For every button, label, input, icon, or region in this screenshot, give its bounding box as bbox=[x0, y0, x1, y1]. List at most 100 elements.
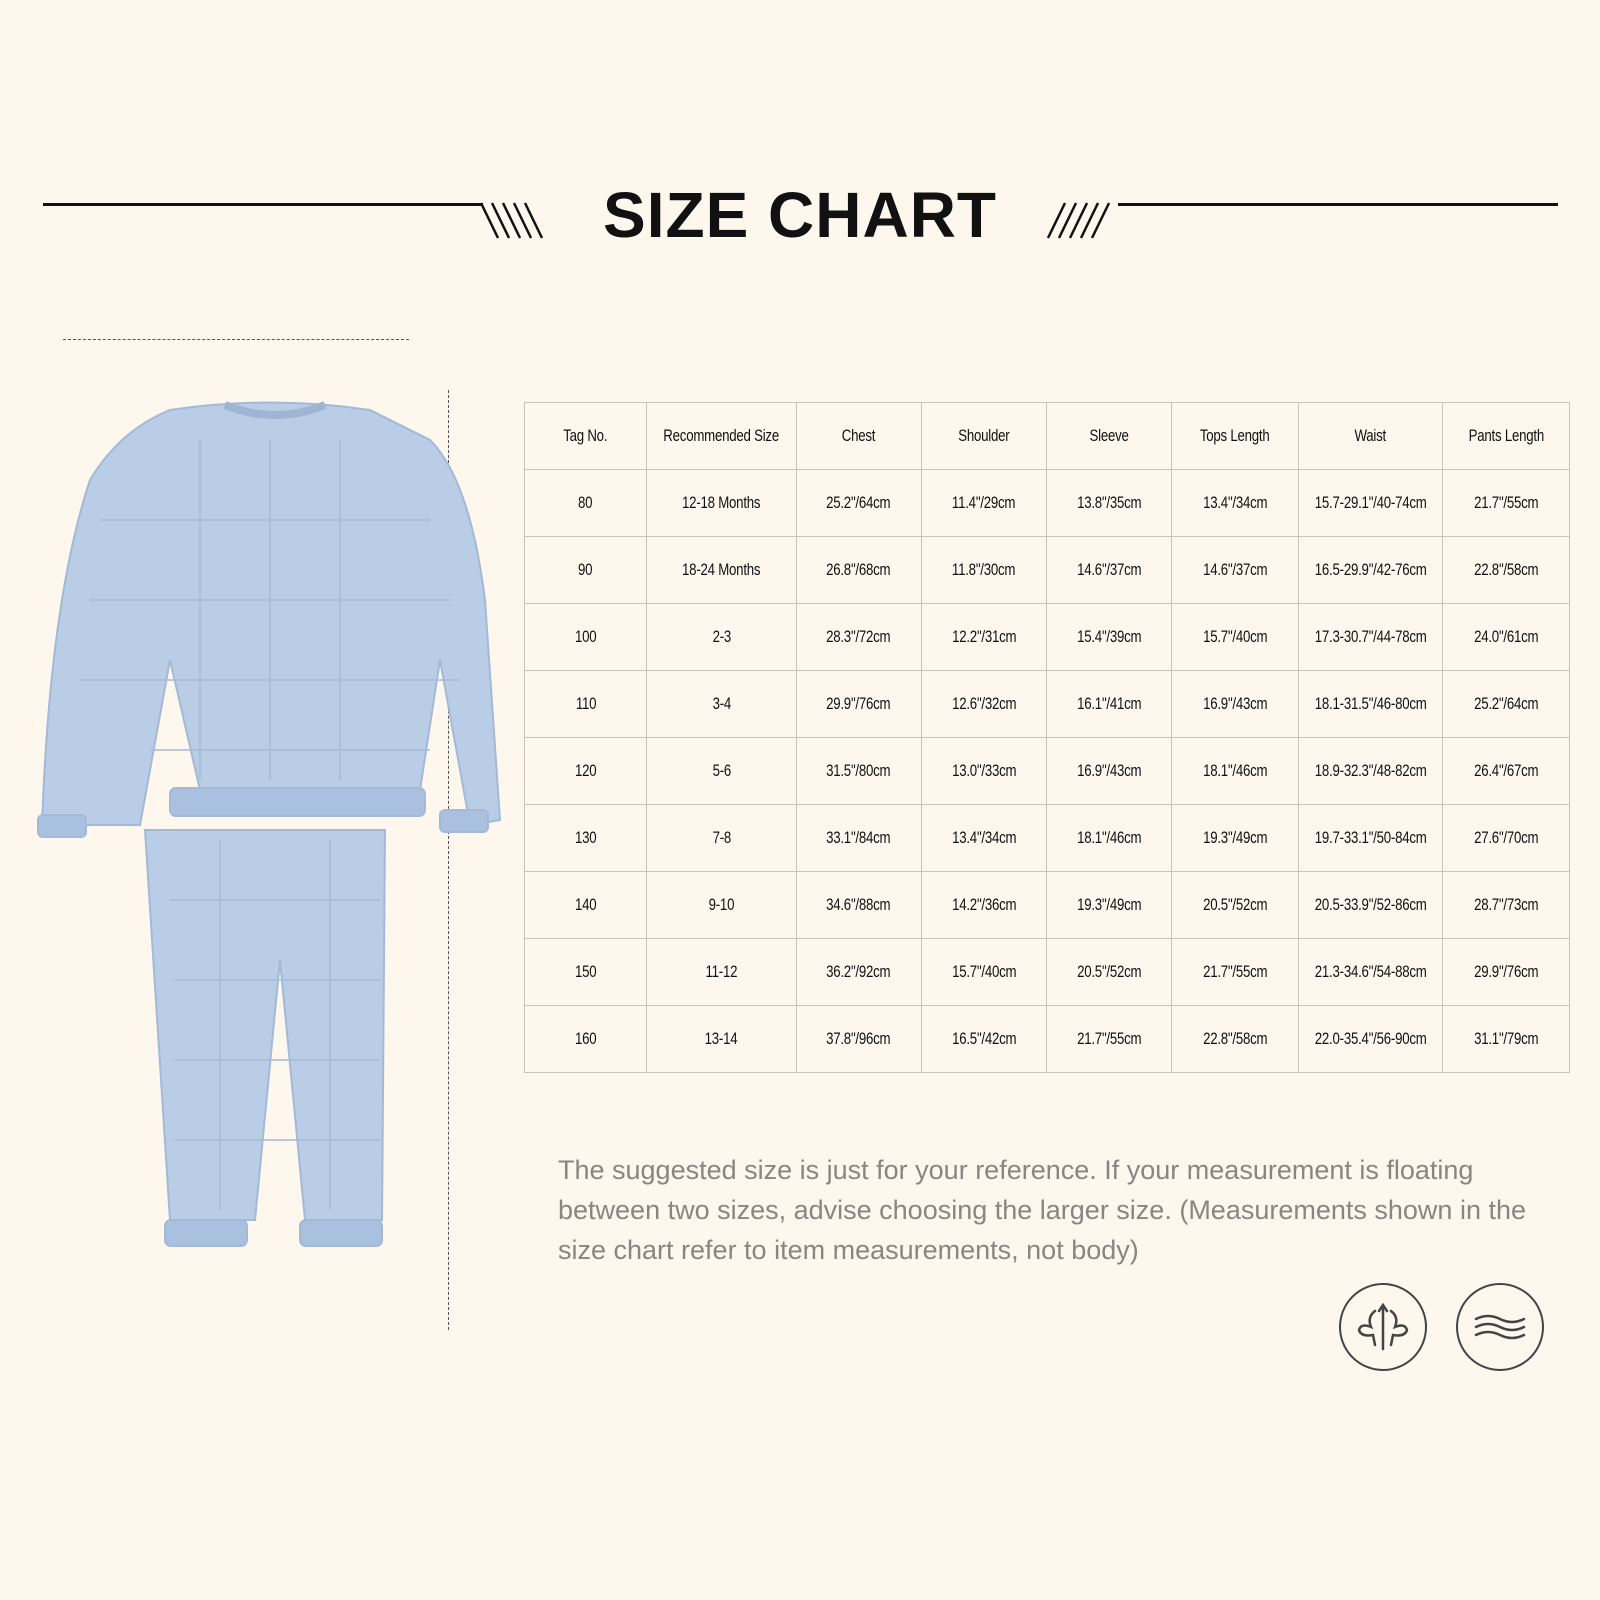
cell-chest: 25.2"/64cm bbox=[795, 469, 922, 537]
table-row: 140 9-10 34.6"/88cm 14.2"/36cm 19.3"/49cm 20.… bbox=[523, 871, 1571, 939]
cell-tops-length: 19.3"/49cm bbox=[1171, 804, 1299, 872]
size-note: The suggested size is just for your refe… bbox=[558, 1155, 1526, 1265]
header-tag-no: Tag No. bbox=[523, 402, 648, 470]
cell-waist: 19.7-33.1"/50-84cm bbox=[1297, 804, 1443, 872]
cell-recommended-size: 5-6 bbox=[646, 737, 797, 805]
cell-sleeve: 14.6"/37cm bbox=[1046, 536, 1173, 604]
header-sleeve: Sleeve bbox=[1046, 402, 1173, 470]
cell-tops-length: 15.7"/40cm bbox=[1171, 603, 1299, 671]
cell-tops-length: 14.6"/37cm bbox=[1171, 536, 1299, 604]
cell-pants-length: 24.0"/61cm bbox=[1441, 603, 1571, 671]
cell-sleeve: 20.5"/52cm bbox=[1046, 938, 1173, 1006]
cell-shoulder: 11.8"/30cm bbox=[920, 536, 1048, 604]
table-row: 160 13-14 37.8"/96cm 16.5"/42cm 21.7"/55cm 22… bbox=[523, 1005, 1571, 1073]
cell-shoulder: 15.7"/40cm bbox=[920, 938, 1048, 1006]
header-tops-length: Tops Length bbox=[1171, 402, 1299, 470]
cell-shoulder: 13.4"/34cm bbox=[920, 804, 1048, 872]
cell-shoulder: 14.2"/36cm bbox=[920, 871, 1048, 939]
cell-pants-length: 29.9"/76cm bbox=[1441, 938, 1571, 1006]
cell-tag-no: 160 bbox=[523, 1005, 648, 1073]
cell-sleeve: 13.8"/35cm bbox=[1046, 469, 1173, 537]
cell-chest: 36.2"/92cm bbox=[795, 938, 922, 1006]
cell-sleeve: 16.1"/41cm bbox=[1046, 670, 1173, 738]
cell-tag-no: 120 bbox=[523, 737, 648, 805]
cell-recommended-size: 12-18 Months bbox=[646, 469, 797, 537]
cell-sleeve: 15.4"/39cm bbox=[1046, 603, 1173, 671]
cell-tag-no: 90 bbox=[523, 536, 648, 604]
cell-chest: 34.6"/88cm bbox=[795, 871, 922, 939]
cell-waist: 22.0-35.4"/56-90cm bbox=[1297, 1005, 1443, 1073]
table-row: 110 3-4 29.9"/76cm 12.6"/32cm 16.1"/41cm 16.9… bbox=[523, 670, 1571, 738]
pajama-set-image bbox=[37, 401, 502, 1247]
cell-waist: 18.9-32.3"/48-82cm bbox=[1297, 737, 1443, 805]
cell-tag-no: 110 bbox=[523, 670, 648, 738]
cell-shoulder: 12.6"/32cm bbox=[920, 670, 1048, 738]
cell-shoulder: 16.5"/42cm bbox=[920, 1005, 1048, 1073]
cell-recommended-size: 18-24 Months bbox=[646, 536, 797, 604]
cell-waist: 17.3-30.7"/44-78cm bbox=[1297, 603, 1443, 671]
table-row: 120 5-6 31.5"/80cm 13.0"/33cm 16.9"/43cm 18.1… bbox=[523, 737, 1571, 805]
cell-tag-no: 150 bbox=[523, 938, 648, 1006]
cell-pants-length: 31.1"/79cm bbox=[1441, 1005, 1571, 1073]
cell-waist: 15.7-29.1"/40-74cm bbox=[1297, 469, 1443, 537]
cell-chest: 31.5"/80cm bbox=[795, 737, 922, 805]
page-title: SIZE CHART bbox=[603, 179, 997, 251]
cell-chest: 33.1"/84cm bbox=[795, 804, 922, 872]
cell-tops-length: 13.4"/34cm bbox=[1171, 469, 1299, 537]
cell-sleeve: 19.3"/49cm bbox=[1046, 871, 1173, 939]
cell-pants-length: 27.6"/70cm bbox=[1441, 804, 1571, 872]
cell-recommended-size: 7-8 bbox=[646, 804, 797, 872]
cell-tops-length: 21.7"/55cm bbox=[1171, 938, 1299, 1006]
table-row: 80 12-18 Months 25.2"/64cm 11.4"/29cm 13.8"/… bbox=[523, 469, 1571, 537]
cell-recommended-size: 9-10 bbox=[646, 871, 797, 939]
table-row: 90 18-24 Months 26.8"/68cm 11.8"/30cm 14.6"/… bbox=[523, 536, 1571, 604]
fleece-warmth-icon bbox=[1339, 1283, 1427, 1371]
title-rule-left bbox=[43, 203, 483, 206]
table-row: 100 2-3 28.3"/72cm 12.2"/31cm 15.4"/39cm 15.7… bbox=[523, 603, 1571, 671]
cell-tops-length: 22.8"/58cm bbox=[1171, 1005, 1299, 1073]
header-waist: Waist bbox=[1297, 402, 1443, 470]
cell-waist: 16.5-29.9"/42-76cm bbox=[1297, 536, 1443, 604]
slash-decoration-left bbox=[479, 202, 544, 239]
dashed-divider bbox=[63, 339, 409, 340]
header-chest: Chest bbox=[795, 402, 922, 470]
cell-chest: 29.9"/76cm bbox=[795, 670, 922, 738]
header-pants-length: Pants Length bbox=[1441, 402, 1571, 470]
cell-shoulder: 13.0"/33cm bbox=[920, 737, 1048, 805]
cell-pants-length: 25.2"/64cm bbox=[1441, 670, 1571, 738]
cell-waist: 20.5-33.9"/52-86cm bbox=[1297, 871, 1443, 939]
cell-shoulder: 11.4"/29cm bbox=[920, 469, 1048, 537]
cell-tops-length: 16.9"/43cm bbox=[1171, 670, 1299, 738]
slash-decoration-right bbox=[1046, 202, 1111, 239]
cell-pants-length: 22.8"/58cm bbox=[1441, 536, 1571, 604]
table-header-row: Tag No. Recommended Size Chest Shoulder … bbox=[523, 402, 1571, 470]
header-recommended-size: Recommended Size bbox=[646, 402, 797, 470]
cell-sleeve: 21.7"/55cm bbox=[1046, 1005, 1173, 1073]
cell-sleeve: 18.1"/46cm bbox=[1046, 804, 1173, 872]
cell-chest: 37.8"/96cm bbox=[795, 1005, 922, 1073]
table-row: 130 7-8 33.1"/84cm 13.4"/34cm 18.1"/46cm 19.3… bbox=[523, 804, 1571, 872]
cell-tag-no: 100 bbox=[523, 603, 648, 671]
cell-shoulder: 12.2"/31cm bbox=[920, 603, 1048, 671]
header-shoulder: Shoulder bbox=[920, 402, 1048, 470]
cell-recommended-size: 3-4 bbox=[646, 670, 797, 738]
title-rule-right bbox=[1118, 203, 1558, 206]
dashed-vertical-divider bbox=[448, 390, 449, 1330]
cell-recommended-size: 2-3 bbox=[646, 603, 797, 671]
cell-pants-length: 28.7"/73cm bbox=[1441, 871, 1571, 939]
soft-wave-icon bbox=[1456, 1283, 1544, 1371]
cell-pants-length: 21.7"/55cm bbox=[1441, 469, 1571, 537]
cell-tag-no: 140 bbox=[523, 871, 648, 939]
cell-tops-length: 18.1"/46cm bbox=[1171, 737, 1299, 805]
cell-waist: 18.1-31.5"/46-80cm bbox=[1297, 670, 1443, 738]
cell-chest: 26.8"/68cm bbox=[795, 536, 922, 604]
size-chart-table: Tag No. Recommended Size Chest Shoulder … bbox=[523, 402, 1571, 1073]
cell-recommended-size: 11-12 bbox=[646, 938, 797, 1006]
table-row: 150 11-12 36.2"/92cm 15.7"/40cm 20.5"/52cm 21… bbox=[523, 938, 1571, 1006]
cell-recommended-size: 13-14 bbox=[646, 1005, 797, 1073]
cell-tag-no: 80 bbox=[523, 469, 648, 537]
cell-sleeve: 16.9"/43cm bbox=[1046, 737, 1173, 805]
cell-tops-length: 20.5"/52cm bbox=[1171, 871, 1299, 939]
cell-waist: 21.3-34.6"/54-88cm bbox=[1297, 938, 1443, 1006]
cell-pants-length: 26.4"/67cm bbox=[1441, 737, 1571, 805]
